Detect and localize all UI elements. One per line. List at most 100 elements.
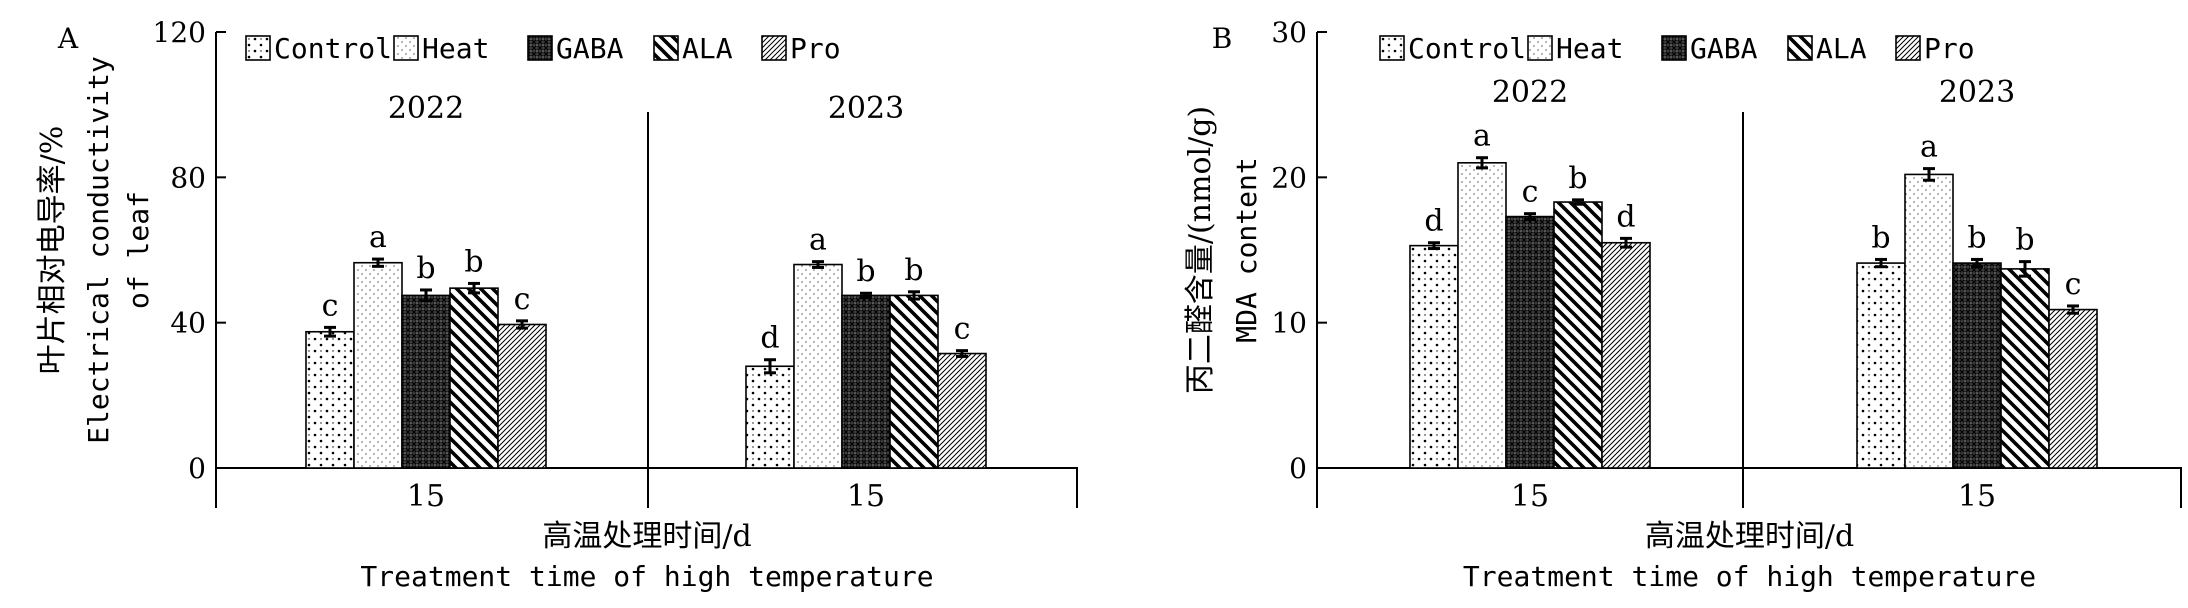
bar-heat: [1457, 162, 1507, 469]
legend-item-pro: Pro: [1895, 32, 1975, 65]
legend-item-control: Control: [245, 32, 392, 65]
significance-letter: d: [1424, 204, 1443, 239]
y-tick-label: 30: [1271, 16, 1307, 49]
x-axis-label-en: Treatment time of high temperature: [360, 560, 933, 593]
legend-swatch: [1895, 35, 1921, 61]
legend-item-ala: ALA: [1787, 32, 1867, 65]
y-axis-label-en-2: of leaf: [122, 191, 155, 309]
bar-control: [1409, 244, 1459, 469]
significance-letter: b: [1568, 161, 1587, 196]
bar-pro: [1601, 241, 1651, 469]
significance-letter: c: [954, 312, 971, 347]
legend-item-heat: Heat: [1527, 32, 1623, 65]
y-tick-label: 120: [153, 16, 206, 49]
year-label: 2023: [1939, 75, 2015, 110]
bar-pro: [497, 323, 547, 469]
legend-item-gaba: GABA: [1661, 32, 1758, 65]
legend-swatch: [653, 35, 679, 61]
significance-letter: b: [1967, 220, 1986, 255]
legend-label: Heat: [1556, 32, 1623, 65]
x-tick-label: 15: [1958, 479, 1996, 514]
legend-swatch: [1527, 35, 1553, 61]
legend-item-gaba: GABA: [527, 32, 624, 65]
legend-item-control: Control: [1379, 32, 1526, 65]
significance-letter: b: [904, 253, 923, 288]
bar-heat: [793, 263, 843, 469]
y-axis-label-en: Electrical conductivity: [82, 56, 115, 444]
year-label: 2023: [828, 91, 904, 126]
y-tick-label: 40: [170, 307, 206, 340]
y-tick-label: 0: [1289, 452, 1307, 485]
legend-label: Heat: [422, 32, 489, 65]
bar-gaba: [401, 294, 451, 469]
panel-a: 0 40 80 120 A Control Heat GABA ALA Pro 叶片相对电导率/% E…: [35, 16, 1078, 593]
significance-letter: b: [1871, 220, 1890, 255]
x-axis-label-en: Treatment time of high temperature: [1463, 560, 2036, 593]
year-label: 2022: [1492, 75, 1568, 110]
legend-swatch: [1379, 35, 1405, 61]
legend-swatch: [527, 35, 553, 61]
bar-ala: [2000, 268, 2050, 469]
x-tick-label: 15: [847, 479, 885, 514]
y-tick-label: 0: [188, 452, 206, 485]
y-tick-label: 10: [1271, 307, 1307, 340]
bar-control: [1856, 262, 1906, 469]
y-tick-label: 20: [1271, 161, 1307, 194]
legend-swatch: [1787, 35, 1813, 61]
bar-control: [745, 365, 795, 469]
significance-letter: a: [809, 223, 827, 258]
significance-letter: d: [760, 321, 779, 356]
legend-item-pro: Pro: [761, 32, 841, 65]
bar-gaba: [1952, 262, 2002, 469]
significance-letter: c: [514, 282, 531, 317]
y-tick-label: 80: [170, 161, 206, 194]
panel-b: 0 10 20 30 B Control Heat GABA ALA Pro 丙二醛含量/(nmol…: [1183, 16, 2182, 593]
bar-gaba: [841, 294, 891, 469]
significance-letter: a: [1920, 130, 1938, 165]
x-tick-label: 15: [1511, 479, 1549, 514]
significance-letter: c: [2065, 267, 2082, 302]
legend-swatch: [245, 35, 271, 61]
bar-pro: [937, 352, 987, 469]
bar-control: [305, 330, 355, 469]
bar-ala: [889, 294, 939, 469]
significance-letter: b: [464, 244, 483, 279]
legend-swatch: [393, 35, 419, 61]
x-axis-label-cn: 高温处理时间/d: [1645, 519, 1854, 554]
y-axis-label-en: MDA content: [1230, 157, 1263, 342]
significance-letter: c: [322, 288, 339, 323]
legend-swatch: [761, 35, 787, 61]
significance-letter: a: [1473, 119, 1491, 154]
legend-label: Control: [1408, 32, 1526, 65]
bar-heat: [353, 261, 403, 469]
x-tick-label: 15: [407, 479, 445, 514]
panel-label: A: [57, 22, 79, 55]
significance-letter: d: [1616, 199, 1635, 234]
legend-swatch: [1661, 35, 1687, 61]
y-axis-label-cn: 丙二醛含量/(nmol/g): [1183, 106, 1218, 394]
legend-label: Pro: [790, 32, 841, 65]
significance-letter: b: [856, 254, 875, 289]
bar-pro: [2048, 308, 2098, 469]
significance-letter: a: [369, 220, 387, 255]
y-axis-label-cn: 叶片相对电导率/%: [35, 126, 70, 375]
legend-label: ALA: [1816, 32, 1867, 65]
significance-letter: c: [1522, 175, 1539, 210]
bar-heat: [1904, 173, 1954, 469]
legend-label: Pro: [1924, 32, 1975, 65]
significance-letter: b: [416, 251, 435, 286]
bar-gaba: [1505, 215, 1555, 469]
legend-label: Control: [274, 32, 392, 65]
year-label: 2022: [388, 91, 464, 126]
legend-item-ala: ALA: [653, 32, 733, 65]
legend-item-heat: Heat: [393, 32, 489, 65]
legend-label: GABA: [556, 32, 624, 65]
bar-ala: [449, 287, 499, 469]
bar-ala: [1553, 201, 1603, 469]
legend-label: ALA: [682, 32, 733, 65]
